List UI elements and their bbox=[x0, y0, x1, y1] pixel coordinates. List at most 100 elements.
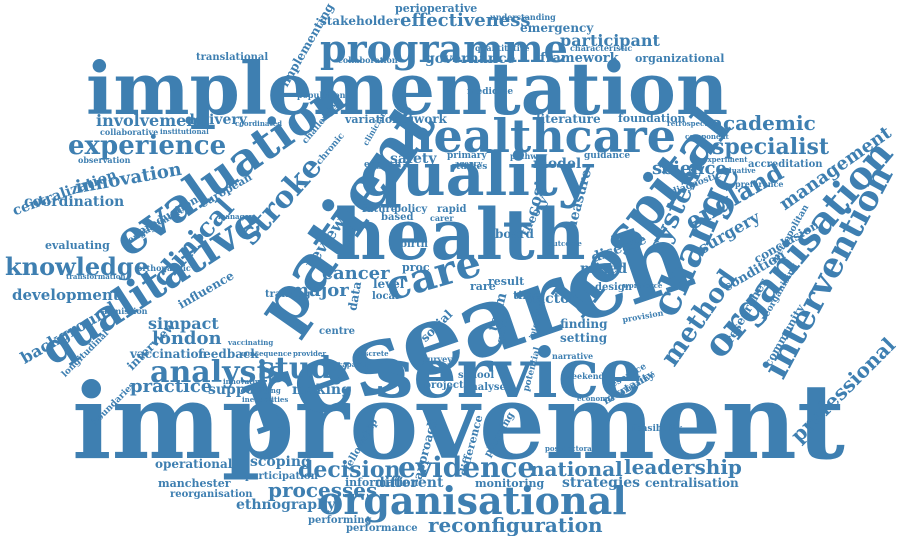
word-performance: performance bbox=[346, 523, 418, 534]
word-quality: quality bbox=[360, 140, 593, 210]
word-major: major bbox=[290, 280, 349, 301]
word-identifying: identifying bbox=[238, 386, 281, 395]
word-evaluating: evaluating bbox=[45, 239, 110, 252]
word-monitoring: monitoring bbox=[475, 477, 545, 490]
word-improvement: improvement bbox=[72, 360, 845, 483]
word-transformation: transformation bbox=[66, 272, 126, 281]
word-translational: translational bbox=[196, 52, 269, 63]
word-project: project bbox=[424, 380, 464, 391]
word-collaboration: collaboration bbox=[338, 55, 398, 65]
word-perioperative: perioperative bbox=[395, 2, 478, 15]
word-medicine: medicine bbox=[467, 87, 514, 97]
word-coordinated: coordinated bbox=[235, 119, 283, 128]
word-rapid: rapid bbox=[437, 204, 467, 215]
word-experiment: experiment bbox=[703, 155, 748, 164]
word-future: future bbox=[362, 204, 398, 215]
word-centre: centre bbox=[319, 326, 355, 337]
word-delivery: delivery bbox=[185, 112, 247, 128]
word-understanding: understanding bbox=[490, 12, 556, 22]
word-study: study bbox=[258, 351, 349, 386]
word-effectiveness: effectiveness bbox=[400, 10, 531, 31]
word-evaluative: evaluative bbox=[716, 166, 756, 175]
word-ethnography: ethnography bbox=[236, 497, 336, 513]
word-health: health bbox=[335, 193, 586, 276]
word-organizational: organizational bbox=[635, 52, 725, 65]
word-economic: economic bbox=[577, 394, 615, 403]
word-weekend: weekend bbox=[565, 371, 605, 381]
word-processes: processes bbox=[268, 478, 378, 502]
word-support: support bbox=[208, 382, 269, 398]
word-centralisation: centralisation bbox=[645, 476, 739, 490]
word-rare: rare bbox=[470, 280, 496, 293]
word-vaccination: vaccination bbox=[130, 347, 208, 361]
word-performing: performing bbox=[308, 515, 372, 526]
word-innovative: innovative bbox=[223, 377, 264, 386]
word-agency: agency bbox=[455, 159, 483, 168]
word-analysis: analysis bbox=[150, 355, 285, 390]
word-outcome: outcome bbox=[548, 239, 582, 248]
word-framework: framework bbox=[540, 51, 619, 66]
word-operational: operational bbox=[155, 457, 233, 471]
word-simpact: simpact bbox=[148, 314, 219, 333]
word-consequence: consequence bbox=[241, 349, 292, 358]
word-carer: carer bbox=[430, 213, 454, 223]
word-feasibility: feasibility bbox=[632, 424, 682, 434]
word-proc: proc bbox=[402, 261, 430, 274]
word-primary: primary bbox=[447, 151, 487, 161]
word-factor: factor bbox=[530, 291, 577, 307]
word-narrative: narrative bbox=[552, 351, 594, 361]
word-policy: policy bbox=[394, 204, 428, 215]
word-postdoctoral: postdoctoral bbox=[545, 444, 595, 453]
word-analyse: analyse bbox=[464, 382, 506, 393]
word-development: development bbox=[12, 286, 120, 304]
word-national: national bbox=[530, 457, 623, 481]
word-collaborative: collaborative bbox=[100, 127, 159, 137]
word-survey: survey bbox=[423, 354, 452, 364]
word-birth: birth bbox=[400, 239, 428, 250]
word-participant: participant bbox=[560, 31, 660, 50]
word-different: different bbox=[375, 475, 444, 491]
word-safety: safety bbox=[390, 151, 437, 167]
word-specialist: specialist bbox=[712, 134, 830, 160]
word-involvement: involvement bbox=[96, 111, 206, 130]
word-making: making bbox=[292, 382, 351, 398]
word-experience: experience bbox=[68, 131, 227, 161]
word-based: based bbox=[381, 212, 414, 223]
word-school: school bbox=[458, 370, 495, 381]
word-strategies: strategies bbox=[562, 475, 641, 491]
word-healthcare: healthcare bbox=[400, 109, 676, 163]
word-mixed: mixed bbox=[580, 261, 628, 277]
word-model: model bbox=[533, 156, 582, 172]
word-emergency: emergency bbox=[520, 21, 594, 35]
word-guidance: guidance bbox=[584, 151, 631, 161]
word-participation: participation bbox=[245, 471, 318, 482]
word-evidence: evidence bbox=[398, 451, 536, 484]
word-vaccinating: vaccinating bbox=[228, 338, 274, 347]
word-london: london bbox=[152, 328, 222, 349]
word-academic: academic bbox=[710, 111, 816, 135]
word-orthopaedic: orthopaedic bbox=[137, 263, 191, 273]
word-retrospective: retrospective bbox=[667, 119, 719, 128]
word-finding: finding bbox=[560, 317, 608, 331]
word-admission: admission bbox=[102, 306, 148, 316]
word-foundation: foundation bbox=[618, 112, 686, 125]
word-implementation: implementation bbox=[86, 46, 729, 131]
word-quantitative: quantitative bbox=[475, 43, 530, 53]
word-local: local bbox=[372, 291, 399, 302]
word-manchester: manchester bbox=[158, 477, 231, 490]
word-manager: manager bbox=[218, 212, 253, 221]
word-service: service bbox=[375, 334, 643, 414]
word-reconfiguration: reconfiguration bbox=[428, 513, 603, 536]
word-capacity: capacity bbox=[338, 360, 371, 369]
word-practice: practice bbox=[130, 376, 213, 397]
word-workforce: workforce bbox=[623, 281, 663, 290]
word-english: english bbox=[364, 160, 402, 170]
word-feedback: feedback bbox=[198, 347, 259, 361]
word-network: network bbox=[392, 112, 447, 126]
word-board: board bbox=[495, 227, 534, 241]
word-level: level bbox=[373, 277, 405, 291]
word-institutional: institutional bbox=[160, 127, 209, 136]
word-characteristic: characteristic bbox=[570, 43, 633, 53]
word-knowledge: knowledge bbox=[5, 252, 149, 281]
word-provider: provider bbox=[293, 349, 327, 358]
